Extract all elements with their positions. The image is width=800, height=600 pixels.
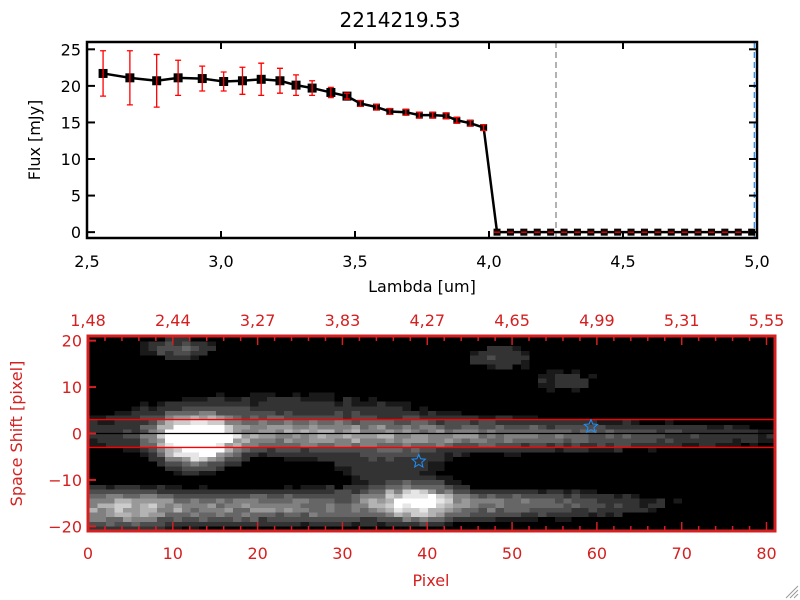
error-bar <box>293 74 300 97</box>
error-bar <box>416 111 423 119</box>
x-tick-label: 4,0 <box>476 252 501 271</box>
y-tick-label: 10 <box>62 378 82 397</box>
y-axis-label: Flux [mJy] <box>25 100 44 181</box>
error-bar <box>220 71 227 92</box>
x-tick-label: 3,0 <box>208 252 233 271</box>
y-tick-label: −10 <box>48 471 82 490</box>
y-tick-label: 20 <box>61 77 81 96</box>
error-bar <box>386 107 393 116</box>
error-bar <box>429 111 436 119</box>
top-wavelength-tick-label: 5,31 <box>664 311 700 330</box>
error-bar <box>480 123 487 132</box>
error-bar <box>258 62 265 97</box>
error-bar <box>309 80 316 97</box>
chart-title: 2214219.53 <box>340 8 461 32</box>
error-bar <box>175 59 182 97</box>
x-tick-label: 4,5 <box>610 252 635 271</box>
y-axis-label: Space Shift [pixel] <box>7 361 26 507</box>
x-tick-label: 60 <box>587 544 607 563</box>
resize-grip-icon <box>785 585 799 599</box>
error-bar <box>443 112 450 120</box>
error-bar <box>100 50 107 97</box>
x-tick-label: 20 <box>247 544 267 563</box>
y-tick-label: 25 <box>61 40 81 59</box>
x-tick-label: 30 <box>332 544 352 563</box>
x-tick-label: 40 <box>417 544 437 563</box>
y-tick-label: 20 <box>62 332 82 351</box>
x-tick-label: 5,0 <box>744 252 769 271</box>
top-wavelength-tick-label: 4,99 <box>579 311 615 330</box>
top-wavelength-tick-label: 2,44 <box>155 311 191 330</box>
top-wavelength-tick-label: 3,27 <box>240 311 276 330</box>
error-bar <box>373 103 380 111</box>
error-bar <box>239 66 246 95</box>
flux-line <box>102 72 752 234</box>
top-wavelength-tick-label: 1,48 <box>70 311 106 330</box>
error-bar <box>153 53 160 108</box>
y-tick-label: −20 <box>48 517 82 536</box>
y-tick-label: 0 <box>71 223 81 242</box>
error-bar <box>357 99 364 108</box>
star-marker <box>583 418 599 434</box>
x-tick-label: 2,5 <box>74 252 99 271</box>
x-tick-label: 70 <box>672 544 692 563</box>
x-axis-label: Pixel <box>412 571 449 590</box>
error-bar <box>327 86 334 99</box>
x-tick-label: 3,5 <box>342 252 367 271</box>
top-plot-frame <box>85 40 759 240</box>
error-bar <box>276 67 283 94</box>
x-tick-label: 0 <box>83 544 93 563</box>
error-bar <box>402 108 409 116</box>
error-bar <box>467 119 474 127</box>
error-bar <box>453 116 460 124</box>
top-wavelength-tick-label: 4,27 <box>409 311 445 330</box>
star-marker <box>410 453 427 469</box>
x-tick-label: 80 <box>756 544 776 563</box>
error-bar <box>199 65 206 92</box>
y-tick-label: 5 <box>71 187 81 206</box>
y-tick-label: 0 <box>72 425 82 444</box>
top-wavelength-tick-label: 4,65 <box>494 311 530 330</box>
top-wavelength-tick-label: 3,83 <box>325 311 361 330</box>
y-tick-label: 15 <box>61 113 81 132</box>
x-axis-label: Lambda [um] <box>368 277 476 296</box>
y-tick-label: 10 <box>61 150 81 169</box>
error-bar <box>343 92 350 100</box>
error-bar <box>126 50 133 106</box>
top-wavelength-tick-label: 5,55 <box>749 311 785 330</box>
x-tick-label: 50 <box>502 544 522 563</box>
x-tick-label: 10 <box>163 544 183 563</box>
